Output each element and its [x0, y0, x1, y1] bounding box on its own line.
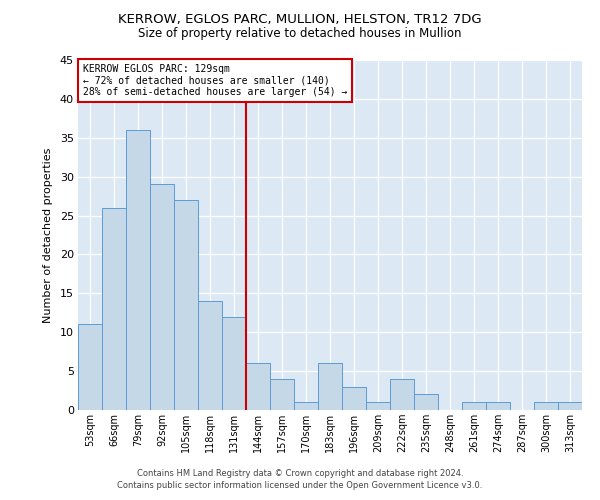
- Bar: [294, 402, 318, 410]
- Bar: [390, 379, 414, 410]
- Bar: [78, 324, 102, 410]
- Bar: [366, 402, 390, 410]
- Bar: [414, 394, 438, 410]
- Bar: [558, 402, 582, 410]
- Bar: [462, 402, 486, 410]
- Bar: [126, 130, 150, 410]
- Bar: [246, 364, 270, 410]
- Bar: [486, 402, 510, 410]
- Text: KERROW, EGLOS PARC, MULLION, HELSTON, TR12 7DG: KERROW, EGLOS PARC, MULLION, HELSTON, TR…: [118, 12, 482, 26]
- Bar: [270, 379, 294, 410]
- Text: Size of property relative to detached houses in Mullion: Size of property relative to detached ho…: [138, 28, 462, 40]
- Bar: [198, 301, 222, 410]
- Bar: [342, 386, 366, 410]
- Y-axis label: Number of detached properties: Number of detached properties: [43, 148, 53, 322]
- Text: KERROW EGLOS PARC: 129sqm
← 72% of detached houses are smaller (140)
28% of semi: KERROW EGLOS PARC: 129sqm ← 72% of detac…: [83, 64, 347, 96]
- Text: Contains public sector information licensed under the Open Government Licence v3: Contains public sector information licen…: [118, 481, 482, 490]
- Bar: [102, 208, 126, 410]
- Bar: [222, 316, 246, 410]
- Bar: [174, 200, 198, 410]
- Text: Contains HM Land Registry data © Crown copyright and database right 2024.: Contains HM Land Registry data © Crown c…: [137, 468, 463, 477]
- Bar: [318, 364, 342, 410]
- Bar: [150, 184, 174, 410]
- Bar: [534, 402, 558, 410]
